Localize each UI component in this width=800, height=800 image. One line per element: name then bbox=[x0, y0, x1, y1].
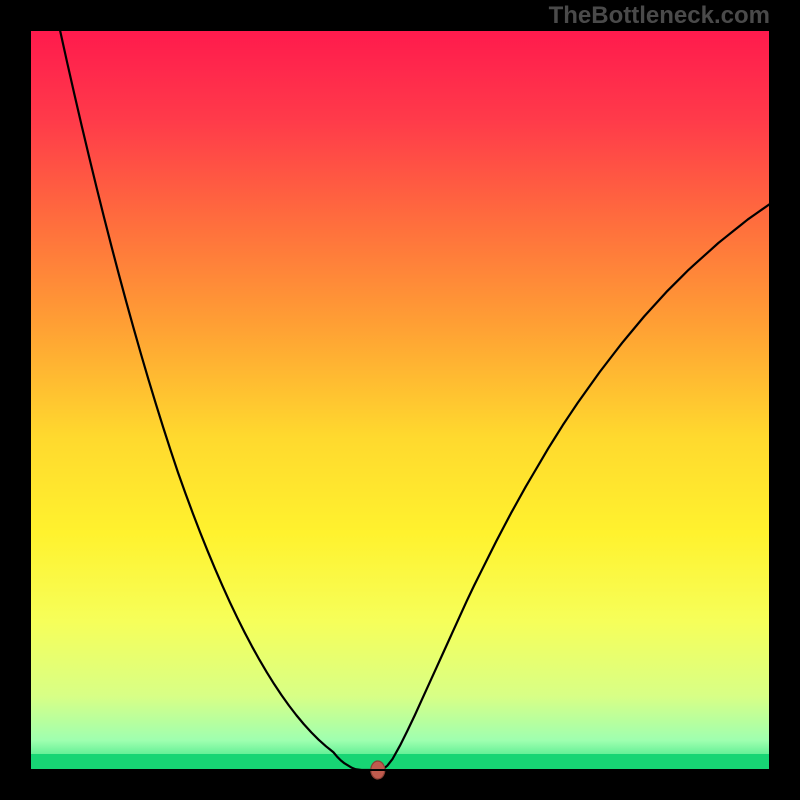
chart-svg bbox=[0, 0, 800, 800]
chart-stage: TheBottleneck.com bbox=[0, 0, 800, 800]
plot-area bbox=[30, 30, 770, 770]
green-baseline-strip bbox=[30, 754, 770, 770]
